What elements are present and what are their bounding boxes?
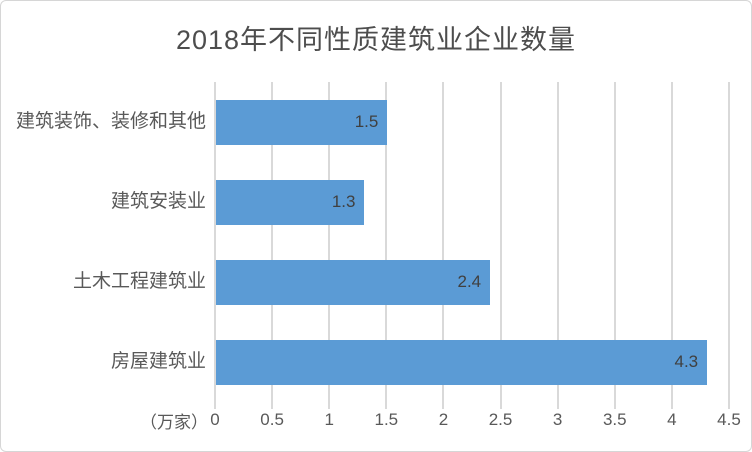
gridline (613, 82, 616, 409)
category-label: 建筑安装业 (110, 191, 206, 212)
x-tick-label: 0 (210, 410, 220, 429)
gridline (328, 82, 331, 409)
x-tick-label: 2 (438, 410, 449, 429)
bar-value-label: 4.3 (674, 352, 699, 371)
gridline (556, 82, 559, 409)
x-tick-label: 4 (667, 410, 677, 429)
gridline (442, 82, 445, 409)
bar: 1.3 (216, 179, 365, 225)
x-tick-label: 4.5 (717, 410, 741, 429)
gridline (728, 82, 730, 409)
bar: 4.3 (216, 339, 708, 385)
bar-value-label: 2.4 (457, 272, 482, 291)
bar: 2.4 (216, 259, 491, 305)
gridline (271, 82, 274, 409)
gridline (214, 82, 216, 409)
bar: 1.5 (216, 99, 388, 145)
gridline (670, 82, 673, 409)
category-label: 土木工程建筑业 (72, 271, 206, 292)
bar-value-label: 1.5 (354, 112, 379, 131)
x-tick-label: 0.5 (260, 410, 284, 429)
axis-unit-label: （万家） (140, 413, 208, 432)
category-label: 建筑装饰、装修和其他 (15, 111, 206, 132)
gridline (499, 82, 502, 409)
gridline (385, 82, 388, 409)
x-tick-label: 1 (324, 410, 334, 429)
category-label: 房屋建筑业 (110, 351, 206, 372)
x-tick-label: 3 (552, 410, 563, 429)
x-tick-label: 1.5 (374, 410, 399, 429)
chart-title: 2018年不同性质建筑业企业数量 (175, 25, 577, 55)
bar-value-label: 1.3 (331, 192, 356, 211)
x-tick-label: 2.5 (488, 410, 513, 429)
x-tick-label: 3.5 (602, 410, 627, 429)
